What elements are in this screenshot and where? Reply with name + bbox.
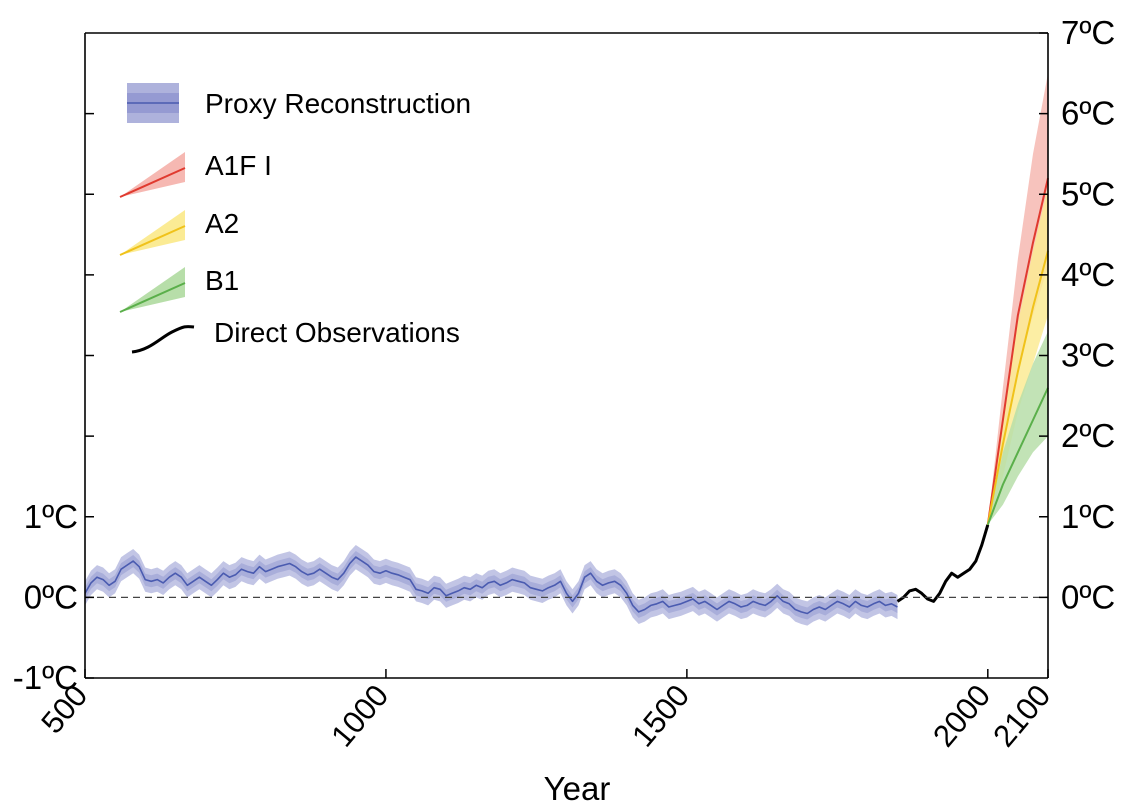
legend-label: B1 <box>205 265 239 296</box>
legend-item-a1f-i: A1F I <box>119 150 272 198</box>
legend-swatch-b1-band <box>120 267 185 312</box>
y-tick-label-right: 6ºC <box>1061 95 1115 132</box>
x-tick-label: 1000 <box>324 678 395 753</box>
legend-label: A2 <box>205 208 239 239</box>
x-axis-label: Year <box>544 770 611 807</box>
legend-item-b1: B1 <box>119 265 239 313</box>
legend-label: Proxy Reconstruction <box>205 88 471 119</box>
legend-label: A1F I <box>205 150 272 181</box>
y-tick-label-right: 7ºC <box>1061 14 1115 51</box>
legend-item-direct-observations: Direct Observations <box>131 317 460 354</box>
axes <box>84 32 1049 679</box>
b1-line <box>986 387 1049 526</box>
y-tick-label-right: 2ºC <box>1061 417 1115 454</box>
proxy-reconstruction-line <box>84 556 898 615</box>
legend-item-a2: A2 <box>119 208 239 256</box>
legend-swatch-a2-line <box>119 225 186 256</box>
y-tick-label-left: 0ºC <box>24 578 78 615</box>
proxy-reconstruction-inner-band <box>85 551 898 620</box>
x-tick-label: 1500 <box>625 678 696 753</box>
y-tick-label-right: 1ºC <box>1061 498 1115 535</box>
y-tick-label-right: 4ºC <box>1061 256 1115 293</box>
direct-observations-line <box>896 524 990 603</box>
legend-label: Direct Observations <box>214 317 460 348</box>
y-tick-label-right: 0ºC <box>1061 578 1115 615</box>
legend-swatch-direct-observations <box>131 325 195 354</box>
b1-band <box>987 331 1048 525</box>
y-tick-label-right: 5ºC <box>1061 175 1115 212</box>
x-tick-label: 2000 <box>926 678 997 753</box>
x-tick-label: 2100 <box>986 678 1057 753</box>
legend-item-proxy-reconstruction: Proxy Reconstruction <box>127 83 471 123</box>
a1f-i-line <box>986 177 1049 525</box>
uncertainty-bands <box>85 73 1048 626</box>
legend: Proxy Reconstruction A1F I A2 B1 Direct Obse… <box>119 83 471 354</box>
y-tick-label-left: 1ºC <box>24 498 78 535</box>
series-lines <box>84 177 1049 615</box>
y-tick-label-right: 3ºC <box>1061 337 1115 374</box>
a2-line <box>986 250 1049 525</box>
legend-swatch-a1f-i-line <box>119 167 186 198</box>
legend-swatch-a2-band <box>120 210 185 255</box>
legend-swatch-a1f-i-band <box>120 152 185 197</box>
a1f-i-band <box>987 73 1048 525</box>
y-tick-label-left: -1ºC <box>13 659 78 696</box>
legend-swatch-b1-line <box>119 282 186 313</box>
